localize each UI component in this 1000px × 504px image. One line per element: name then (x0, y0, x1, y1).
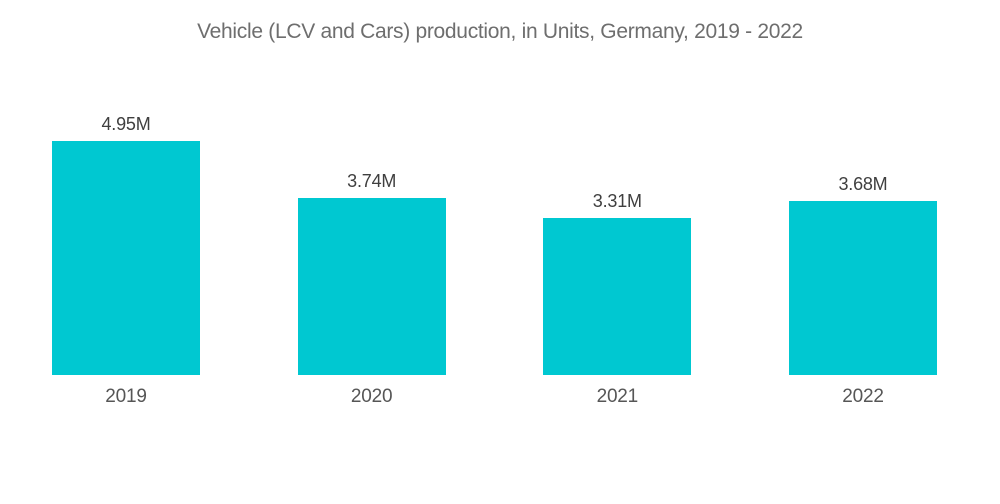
bar-value-label: 3.74M (347, 171, 397, 191)
bar-group-2021: 3.31M 2021 (543, 99, 692, 409)
bar-value-label: 3.31M (592, 191, 642, 211)
x-axis-category-label: 2020 (350, 386, 393, 407)
x-axis-category-label: 2019 (105, 386, 147, 407)
bar (52, 141, 200, 375)
x-axis-category-label: 2022 (842, 386, 884, 407)
bar-plot-area: 4.95M 2019 3.74M 2020 3.31M 2021 3.68M 2022 (52, 99, 937, 409)
chart-title: Vehicle (LCV and Cars) production, in Un… (197, 20, 803, 43)
bar-value-label: 3.68M (838, 174, 888, 194)
bar (543, 218, 692, 375)
bar (297, 198, 446, 375)
bar-group-2020: 3.74M 2020 (297, 99, 446, 409)
bar-group-2019: 4.95M 2019 (52, 99, 200, 409)
x-axis-category-label: 2021 (596, 386, 639, 407)
bar (788, 201, 937, 375)
bar-value-label: 4.95M (101, 114, 151, 134)
bar-group-2022: 3.68M 2022 (788, 99, 937, 409)
